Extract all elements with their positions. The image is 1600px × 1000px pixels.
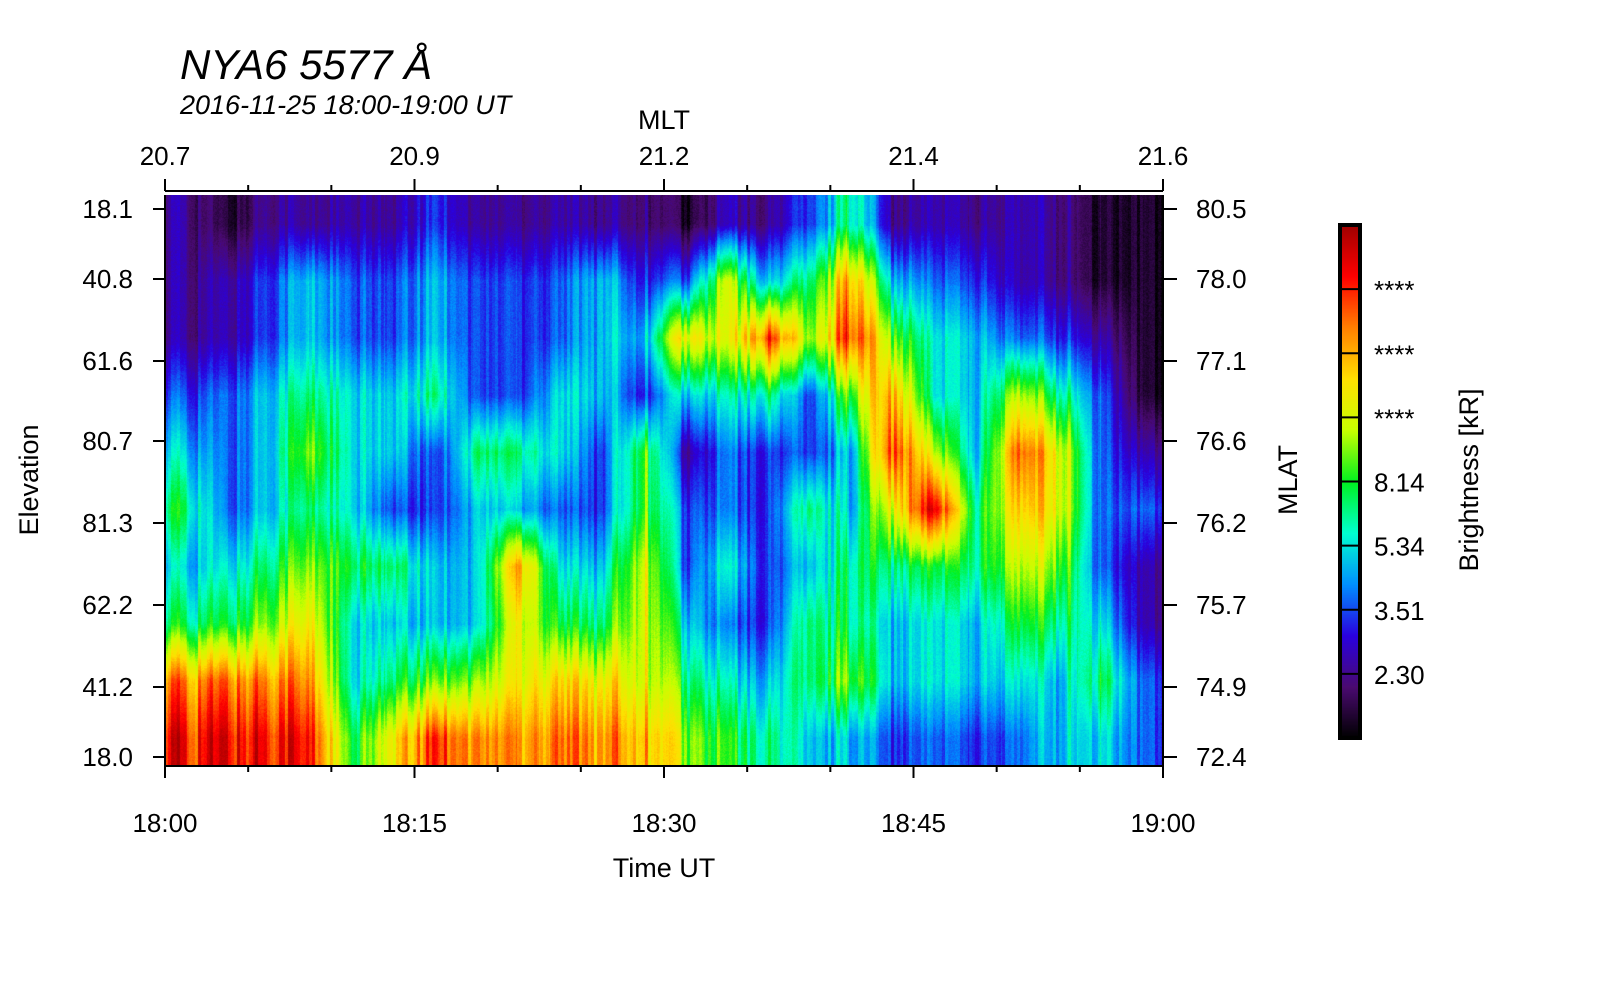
keogram-heatmap	[165, 195, 1163, 766]
right-tick-label: 76.6	[1196, 426, 1247, 456]
y-tick-label: 61.6	[82, 346, 133, 376]
x-tick-label: 18:30	[631, 808, 696, 838]
x-axis-label: Time UT	[613, 853, 716, 883]
colorbar-tick-label: ****	[1374, 275, 1414, 305]
right-tick-label: 80.5	[1196, 194, 1247, 224]
y-tick-label: 41.2	[82, 672, 133, 702]
colorbar-tick-label: ****	[1374, 339, 1414, 369]
y-tick-label: 80.7	[82, 426, 133, 456]
x-tick-label: 18:00	[132, 808, 197, 838]
top-tick-label: 20.9	[389, 141, 440, 171]
colorbar-tick-label: ****	[1374, 403, 1414, 433]
colorbar-tick-label: 5.34	[1374, 532, 1425, 562]
x-tick-label: 18:45	[881, 808, 946, 838]
y-tick-label: 62.2	[82, 590, 133, 620]
top-axis-label: MLT	[638, 105, 690, 135]
right-tick-label: 72.4	[1196, 742, 1247, 772]
right-tick-label: 77.1	[1196, 346, 1247, 376]
y-tick-label: 18.0	[82, 742, 133, 772]
x-tick-label: 18:15	[382, 808, 447, 838]
right-tick-label: 75.7	[1196, 590, 1247, 620]
colorbar-tick-label: 8.14	[1374, 468, 1425, 498]
top-tick-label: 21.6	[1138, 141, 1189, 171]
colorbar-tick-label: 3.51	[1374, 596, 1425, 626]
y-tick-label: 40.8	[82, 264, 133, 294]
y-tick-label: 18.1	[82, 194, 133, 224]
y-axis-label: Elevation	[14, 424, 44, 535]
right-tick-label: 76.2	[1196, 508, 1247, 538]
right-tick-label: 78.0	[1196, 264, 1247, 294]
chart-title: NYA6 5577 Å	[180, 41, 433, 88]
top-tick-label: 21.2	[639, 141, 690, 171]
right-tick-label: 74.9	[1196, 672, 1247, 702]
right-axis-label: MLAT	[1273, 445, 1303, 515]
colorbar-label: Brightness [kR]	[1454, 388, 1484, 571]
chart-subtitle: 2016-11-25 18:00-19:00 UT	[180, 90, 512, 120]
plot-frame	[165, 195, 1163, 766]
top-tick-label: 20.7	[140, 141, 191, 171]
colorbar-tick-label: 2.30	[1374, 660, 1425, 690]
y-tick-label: 81.3	[82, 508, 133, 538]
x-tick-label: 19:00	[1130, 808, 1195, 838]
top-tick-label: 21.4	[888, 141, 939, 171]
